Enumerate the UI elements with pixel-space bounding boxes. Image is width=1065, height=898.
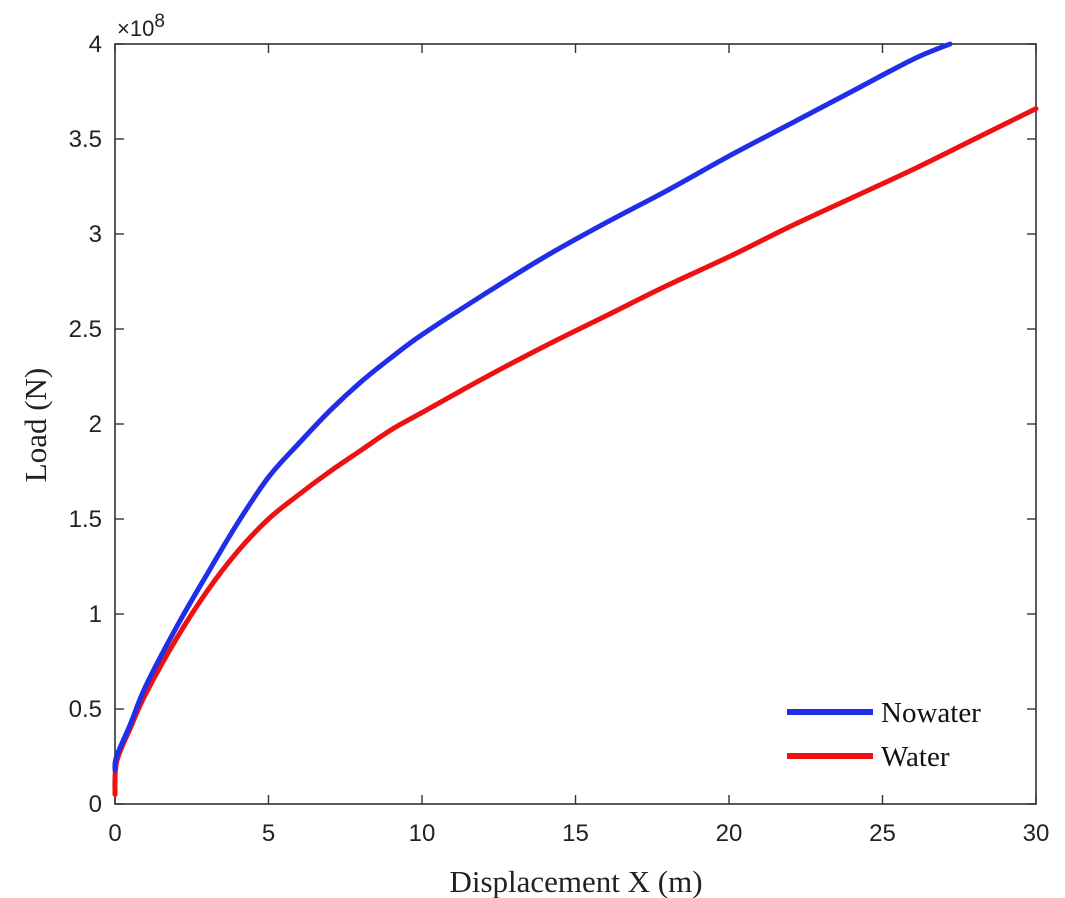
x-axis: 0 5 10 15 20 25 30 bbox=[108, 44, 1049, 847]
legend: Nowater Water bbox=[787, 697, 981, 773]
x-tick-label: 20 bbox=[716, 820, 743, 847]
y-tick-label: 2.5 bbox=[69, 316, 102, 343]
legend-label-nowater: Nowater bbox=[881, 697, 981, 729]
y-tick-label: 0.5 bbox=[69, 696, 102, 723]
series-layer bbox=[112, 41, 1039, 797]
y-tick-label: 0 bbox=[89, 791, 102, 818]
x-tick-label: 10 bbox=[409, 820, 436, 847]
series-line-water bbox=[112, 106, 1039, 797]
series-line-nowater bbox=[112, 41, 953, 773]
y-axis: 0 0.5 1 1.5 2 2.5 3 3.5 4 bbox=[69, 31, 1036, 818]
legend-label-water: Water bbox=[881, 741, 950, 773]
plot-border bbox=[114, 43, 1037, 805]
y-axis-exponent: ×108 bbox=[117, 11, 165, 41]
y-tick-label: 1.5 bbox=[69, 506, 102, 533]
y-axis-title: Load (N) bbox=[18, 368, 53, 482]
x-axis-title: Displacement X (m) bbox=[449, 864, 702, 898]
y-tick-label: 4 bbox=[89, 31, 102, 58]
x-tick-label: 15 bbox=[562, 820, 589, 847]
exponent-base: ×10 bbox=[117, 16, 154, 41]
x-tick-label: 0 bbox=[108, 820, 121, 847]
exponent-power: 8 bbox=[154, 11, 165, 32]
y-tick-label: 1 bbox=[89, 601, 102, 628]
y-tick-label: 3.5 bbox=[69, 126, 102, 153]
x-tick-label: 5 bbox=[262, 820, 275, 847]
y-tick-label: 2 bbox=[89, 411, 102, 438]
plot-frame bbox=[114, 43, 1037, 805]
y-tick-label: 3 bbox=[89, 221, 102, 248]
x-tick-label: 25 bbox=[869, 820, 896, 847]
x-tick-label: 30 bbox=[1023, 820, 1050, 847]
